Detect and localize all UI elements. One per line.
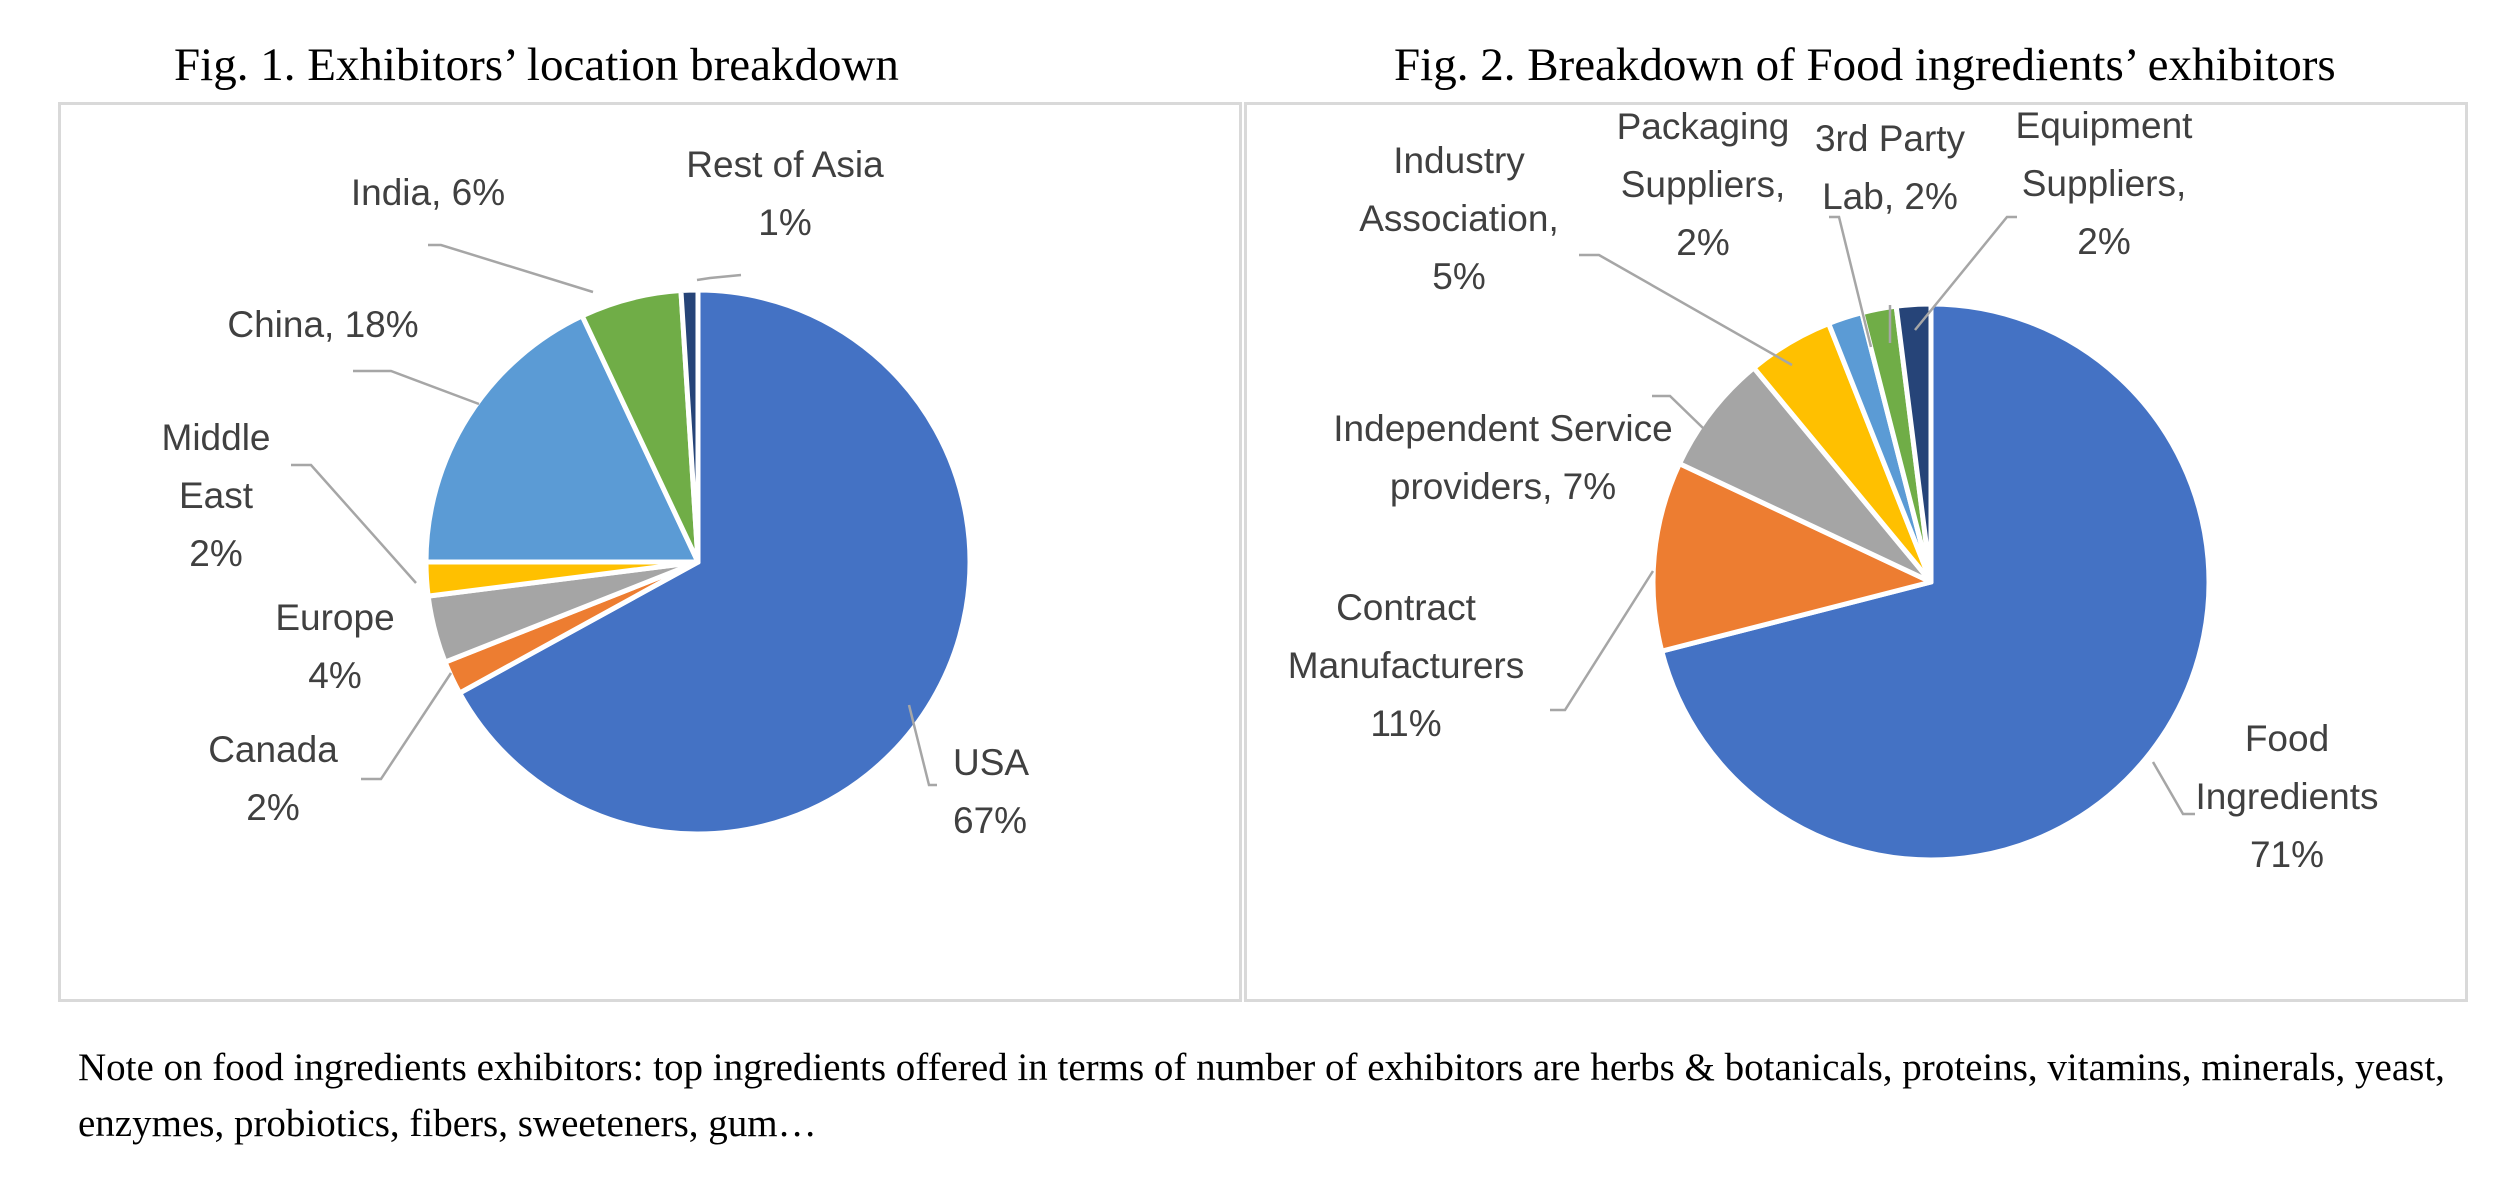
pie-slice-rest-of-asia	[678, 287, 701, 565]
data-label-line: 11%	[1370, 703, 1441, 744]
data-label-line: Suppliers,	[2022, 163, 2187, 204]
data-label-line: Rest of Asia	[686, 144, 884, 185]
leader-line-middle-east	[291, 463, 417, 584]
figure-1-chart-panel: USA 67% Canada 2% Europe 4% Middle East 2% China,…	[58, 102, 1242, 1002]
data-label-line: Association,	[1359, 198, 1559, 239]
data-label-line: 2%	[1676, 222, 1729, 263]
data-label-canada: Canada 2%	[208, 729, 338, 828]
data-label-line: Middle	[162, 417, 271, 458]
data-label-line: 1%	[758, 202, 811, 243]
data-label-line: Food	[2245, 718, 2329, 759]
data-label-line: Packaging	[1617, 106, 1790, 147]
data-label-line: Canada	[208, 729, 338, 770]
data-label-line: USA	[953, 742, 1029, 783]
data-label-line: Industry	[1393, 140, 1525, 181]
figure-2-title: Fig. 2. Breakdown of Food ingredients’ e…	[1394, 39, 2336, 91]
leader-line-canada	[361, 672, 453, 781]
leader-line-industry-association	[1579, 253, 1793, 367]
data-label-line: Lab, 2%	[1822, 176, 1958, 217]
data-labels: Food Ingredients 71% Contract Manufacturers 1…	[1288, 105, 2379, 875]
leader-line-packaging-suppliers	[1829, 215, 1873, 348]
data-label-europe: Europe 4%	[275, 597, 394, 696]
data-label-line: East	[179, 475, 254, 516]
leader-line-independent-service-providers	[1652, 394, 1704, 429]
data-label-usa: USA 67%	[953, 742, 1029, 841]
pie-chart-food-ingredients: Food Ingredients 71% Contract Manufacturers 1…	[1288, 105, 2379, 875]
data-label-industry-association: Industry Association, 5%	[1359, 140, 1559, 297]
pie-slices	[423, 287, 973, 837]
pie-chart-location: USA 67% Canada 2% Europe 4% Middle East 2% China,…	[162, 144, 1030, 841]
data-label-line: 5%	[1432, 256, 1485, 297]
data-labels: USA 67% Canada 2% Europe 4% Middle East 2% China,…	[162, 144, 1030, 841]
label-leader-lines	[291, 243, 937, 787]
data-label-line: Independent Service	[1333, 408, 1672, 449]
data-label-line: 2%	[189, 533, 242, 574]
data-label-3rd-party-lab: 3rd Party Lab, 2%	[1815, 118, 1966, 217]
figure-1-title: Fig. 1. Exhibitors’ location breakdown	[174, 39, 899, 91]
data-label-food-ingredients: Food Ingredients 71%	[2195, 718, 2378, 875]
data-label-line: Equipment	[2016, 105, 2194, 146]
data-label-line: Ingredients	[2195, 776, 2378, 817]
pie-slice-equipment-suppliers	[1893, 301, 1934, 585]
data-label-rest-of-asia: Rest of Asia 1%	[686, 144, 884, 243]
data-label-line: 71%	[2250, 834, 2324, 875]
data-label-line: 2%	[246, 787, 299, 828]
leader-line-equipment-suppliers	[1914, 215, 2017, 331]
data-label-line: 67%	[953, 800, 1027, 841]
pie-slice-china	[423, 313, 701, 565]
label-leader-lines	[1550, 215, 2195, 816]
leader-line-contract-manufacturers	[1550, 570, 1655, 712]
leader-line-rest-of-asia	[696, 273, 742, 282]
data-label-middle-east: Middle East 2%	[162, 417, 271, 574]
data-label-china: China, 18%	[227, 304, 418, 345]
data-label-line: India, 6%	[351, 172, 505, 213]
data-label-line: China, 18%	[227, 304, 418, 345]
leader-line-usa	[907, 704, 937, 787]
pie-slice-food-ingredients	[1659, 301, 2212, 863]
data-label-packaging-suppliers: Packaging Suppliers, 2%	[1617, 106, 1790, 263]
data-label-line: 4%	[308, 655, 361, 696]
data-label-line: Manufacturers	[1288, 645, 1525, 686]
figure-2-chart-panel: Food Ingredients 71% Contract Manufacturers 1…	[1244, 102, 2468, 1002]
data-label-line: Suppliers,	[1621, 164, 1786, 205]
pie-slices	[1650, 301, 2212, 863]
leader-line-india	[428, 243, 594, 294]
data-label-india: India, 6%	[351, 172, 505, 213]
food-ingredients-note: Note on food ingredients exhibitors: top…	[78, 1046, 2445, 1145]
data-label-line: 2%	[2077, 221, 2130, 262]
data-label-line: Contract	[1336, 587, 1477, 628]
leader-line-china	[353, 369, 480, 406]
data-label-line: 3rd Party	[1815, 118, 1966, 159]
data-label-equipment-suppliers: Equipment Suppliers, 2%	[2016, 105, 2194, 262]
leader-line-food-ingredients	[2151, 761, 2195, 816]
pie-slice-contract-manufacturers	[1650, 461, 1934, 654]
pie-slice-usa	[457, 287, 973, 837]
data-label-independent-service-providers: Independent Service providers, 7%	[1333, 408, 1672, 507]
data-label-line: providers, 7%	[1390, 466, 1616, 507]
data-label-line: Europe	[275, 597, 394, 638]
data-label-contract-manufacturers: Contract Manufacturers 11%	[1288, 587, 1525, 744]
